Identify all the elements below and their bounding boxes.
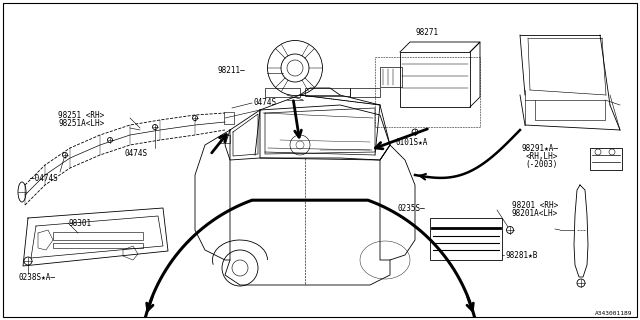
- Circle shape: [24, 257, 32, 265]
- Text: 98281★B: 98281★B: [505, 251, 538, 260]
- Bar: [53, 243, 143, 248]
- Circle shape: [193, 116, 198, 121]
- Text: A343001189: A343001189: [595, 311, 632, 316]
- Text: 98201A<LH>: 98201A<LH>: [512, 209, 558, 218]
- Bar: [590, 148, 622, 170]
- Text: 98201 <RH>: 98201 <RH>: [512, 201, 558, 210]
- Bar: [224, 112, 234, 124]
- Circle shape: [506, 227, 513, 234]
- Text: –0474S: –0474S: [30, 173, 58, 182]
- Text: (-2003): (-2003): [525, 159, 558, 169]
- Bar: [305, 88, 350, 96]
- Text: 0474S: 0474S: [253, 98, 276, 107]
- Circle shape: [108, 138, 113, 142]
- Bar: [265, 88, 300, 97]
- Text: 98211—: 98211—: [217, 66, 245, 75]
- Text: <RH,LH>: <RH,LH>: [525, 151, 558, 161]
- Text: 0238S★A—: 0238S★A—: [18, 274, 55, 283]
- Text: 98251 <RH>: 98251 <RH>: [58, 110, 104, 119]
- Text: 0474S: 0474S: [124, 148, 147, 157]
- Circle shape: [577, 279, 585, 287]
- Bar: [380, 67, 402, 87]
- Bar: [535, 100, 605, 120]
- Text: 98301: 98301: [68, 219, 91, 228]
- Circle shape: [152, 124, 157, 130]
- Bar: [220, 135, 230, 143]
- Text: 98271: 98271: [415, 28, 438, 37]
- Text: 98291★A—: 98291★A—: [521, 143, 558, 153]
- Circle shape: [63, 153, 67, 157]
- Text: 0101S★A: 0101S★A: [395, 138, 428, 147]
- Bar: [350, 88, 380, 97]
- Circle shape: [412, 129, 418, 135]
- Bar: [53, 232, 143, 240]
- Text: 98251A<LH>: 98251A<LH>: [58, 118, 104, 127]
- Text: 0235S—: 0235S—: [397, 204, 425, 212]
- Bar: [375, 57, 480, 127]
- Bar: [430, 218, 502, 260]
- Bar: [400, 52, 470, 107]
